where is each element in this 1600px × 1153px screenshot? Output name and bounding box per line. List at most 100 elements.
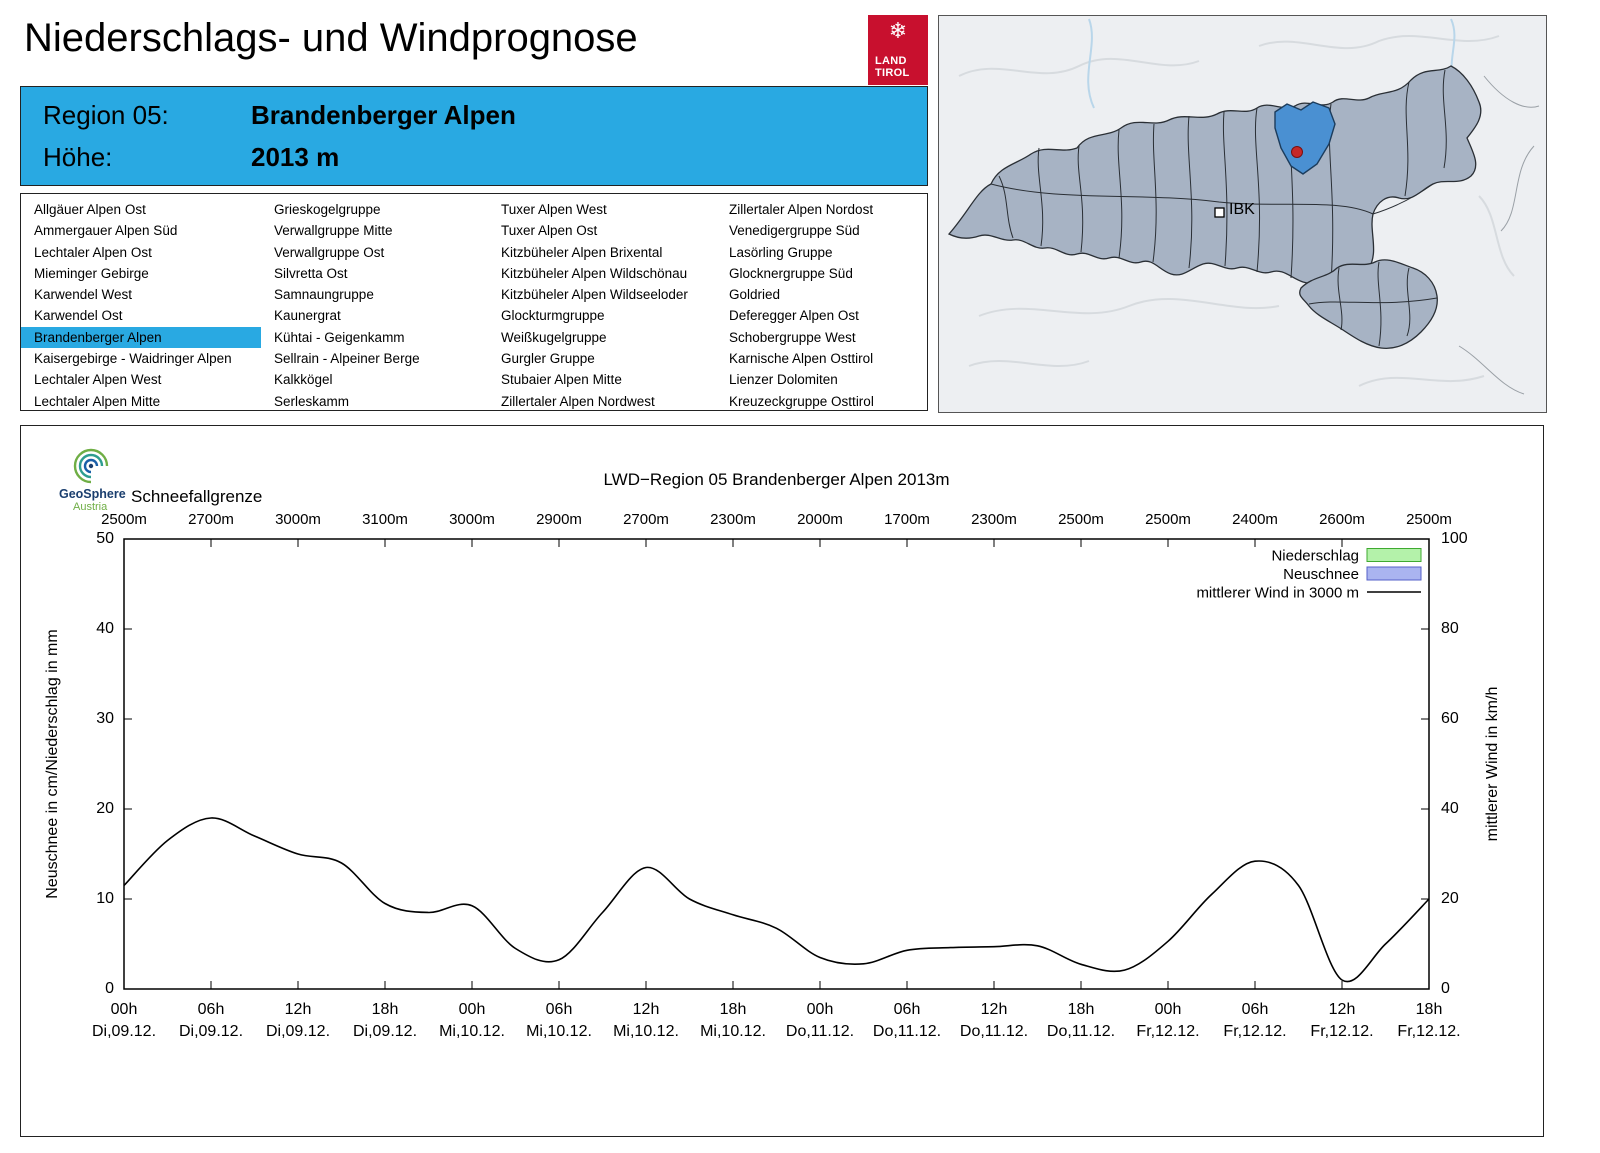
snowline-value: 2700m (623, 511, 669, 528)
y-left-tick-label: 0 (105, 980, 114, 997)
snowflake-icon: ❄ (888, 18, 908, 43)
region-column: Tuxer Alpen West Tuxer Alpen Ost Kitzbühel… (488, 199, 716, 410)
geosphere-logo: GeoSphere Austria (59, 446, 149, 524)
region-item[interactable]: Stubaier Alpen Mitte (501, 372, 622, 388)
region-item[interactable]: Lienzer Dolomiten (729, 372, 838, 388)
snowline-value: 2500m (1406, 511, 1452, 528)
region-item[interactable]: Kalkkögel (274, 372, 333, 388)
y-left-axis-title: Neuschnee in cm/Niederschlag in mm (44, 629, 61, 899)
legend-label: Neuschnee (1283, 566, 1359, 583)
region-item[interactable]: Kitzbüheler Alpen Wildseeloder (501, 287, 688, 303)
x-tick-hour: 00h (458, 1001, 486, 1018)
region-label: Region 05: (43, 100, 169, 130)
region-item[interactable]: Deferegger Alpen Ost (729, 308, 859, 324)
x-tick-hour: 18h (371, 1001, 399, 1018)
region-item[interactable]: Tuxer Alpen West (501, 202, 607, 217)
y-left-tick-label: 10 (96, 890, 114, 907)
map-regions[interactable] (947, 65, 1482, 287)
y-left-tick-label: 30 (96, 710, 114, 727)
y-right-axis-title: mittlerer Wind in km/h (1484, 686, 1501, 842)
region-item[interactable]: Glocknergruppe Süd (729, 265, 853, 281)
region-item[interactable]: Silvretta Ost (274, 265, 348, 281)
region-item[interactable]: Mieminger Gebirge (34, 265, 149, 281)
land-tirol-text: LAND TIROL (875, 55, 910, 79)
region-item[interactable]: Kaunergrat (274, 308, 341, 324)
geosphere-spiral-icon (73, 448, 109, 484)
snowline-value: 2000m (797, 511, 843, 528)
legend-label: Niederschlag (1271, 548, 1359, 565)
x-tick-hour: 06h (197, 1001, 225, 1018)
x-tick-date: Mi,10.12. (439, 1023, 505, 1040)
altitude-value: 2013 m (251, 142, 340, 172)
y-right-tick-label: 80 (1441, 620, 1459, 637)
region-item[interactable]: Karwendel Ost (34, 308, 123, 324)
region-item[interactable]: Serleskamm (274, 393, 350, 409)
region-item[interactable]: Gurgler Gruppe (501, 351, 595, 367)
region-item[interactable]: Kitzbüheler Alpen Wildschönau (501, 265, 688, 281)
region-item[interactable]: Kreuzeckgruppe Osttirol (729, 393, 874, 409)
snowline-value: 3100m (362, 511, 408, 528)
region-item[interactable]: Goldried (729, 287, 781, 303)
snowline-value: 2400m (1232, 511, 1278, 528)
region-item[interactable]: Ammergauer Alpen Süd (34, 223, 178, 239)
ibk-label: IBK (1229, 201, 1255, 218)
y-right-tick-label: 60 (1441, 710, 1459, 727)
snowline-value: 2700m (188, 511, 234, 528)
region-item[interactable]: Kühtai - Geigenkamm (274, 329, 405, 345)
x-tick-hour: 12h (632, 1001, 660, 1018)
region-item[interactable]: Verwallgruppe Mitte (274, 223, 393, 239)
region-item[interactable]: Karnische Alpen Osttirol (729, 351, 874, 367)
legend-label: mittlerer Wind in 3000 m (1196, 585, 1359, 602)
region-item[interactable]: Lechtaler Alpen Mitte (34, 393, 161, 409)
plot-frame (123, 538, 1430, 990)
x-tick-hour: 06h (1241, 1001, 1269, 1018)
outer-border-lines (1458, 75, 1540, 395)
region-item[interactable]: Grieskogelgruppe (274, 202, 381, 217)
station-marker (1291, 146, 1303, 158)
tirol-map[interactable]: IBK (939, 16, 1544, 410)
region-item[interactable]: Zillertaler Alpen Nordost (729, 202, 874, 217)
region-item[interactable]: Allgäuer Alpen Ost (34, 202, 146, 217)
region-item[interactable]: Brandenberger Alpen (21, 326, 261, 349)
geosphere-sub: Austria (73, 501, 108, 513)
snowline-value: 2600m (1319, 511, 1365, 528)
map-panel: IBK (938, 15, 1547, 413)
region-item[interactable]: Kaisergebirge - Waidringer Alpen (34, 351, 232, 367)
y-left-tick-label: 40 (96, 620, 114, 637)
snowline-value: 2500m (1058, 511, 1104, 528)
y-right-tick-label: 20 (1441, 890, 1459, 907)
region-item[interactable]: Venedigergruppe Süd (729, 223, 860, 239)
region-item[interactable]: Zillertaler Alpen Nordwest (501, 393, 655, 409)
region-item[interactable]: Sellrain - Alpeiner Berge (274, 351, 420, 367)
region-item[interactable]: Schobergruppe West (729, 329, 856, 345)
x-tick-date: Do,11.12. (872, 1023, 942, 1040)
region-item[interactable]: Kitzbüheler Alpen Brixental (501, 244, 663, 260)
east-tirol-shape[interactable] (1299, 259, 1438, 350)
region-item[interactable]: Glockturmgruppe (501, 308, 605, 324)
x-tick-hour: 06h (545, 1001, 573, 1018)
region-item[interactable]: Tuxer Alpen Ost (501, 223, 598, 239)
east-tirol-group[interactable] (1299, 259, 1438, 350)
legend-swatch-neuschnee (1366, 566, 1422, 581)
chart-panel: GeoSphere Austria Niederschlag Neuschnee m… (20, 425, 1544, 1137)
region-item[interactable]: Weißkugelgruppe (501, 329, 607, 345)
snowline-value: 1700m (884, 511, 930, 528)
region-item[interactable]: Lechtaler Alpen Ost (34, 244, 152, 260)
x-tick-date: Fr,12.12. (1223, 1023, 1287, 1040)
x-tick-date: Do,11.12. (785, 1023, 855, 1040)
region-list: Allgäuer Alpen Ost Ammergauer Alpen Süd Le… (20, 193, 928, 411)
x-tick-date: Mi,10.12. (700, 1023, 766, 1040)
map-region-selected[interactable] (1274, 101, 1336, 175)
x-tick-date: Di,09.12. (178, 1023, 244, 1040)
x-tick-hour: 18h (1415, 1001, 1443, 1018)
y-left-tick-label: 20 (96, 800, 114, 817)
region-item[interactable]: Verwallgruppe Ost (274, 244, 385, 260)
region-item[interactable]: Samnaungruppe (274, 287, 374, 303)
legend-swatch-niederschlag (1366, 548, 1422, 562)
region-item[interactable]: Lasörling Gruppe (729, 244, 833, 260)
region-item[interactable]: Karwendel West (34, 287, 133, 303)
region-item[interactable]: Lechtaler Alpen West (34, 372, 162, 388)
region-column: Grieskogelgruppe Verwallgruppe Mitte Verwa… (261, 199, 488, 410)
ibk-marker (1214, 207, 1225, 218)
